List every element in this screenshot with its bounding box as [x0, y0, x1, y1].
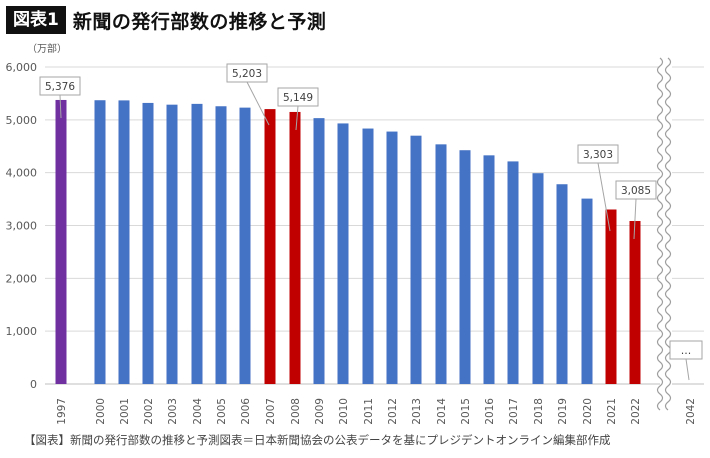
bar-2016: [483, 155, 495, 384]
callout-leader: [59, 94, 62, 119]
callout-leader: [597, 162, 611, 232]
x-tick-label: 2020: [582, 398, 594, 425]
y-axis-unit-label: （万部）: [27, 42, 67, 55]
bar-2007: [264, 109, 276, 385]
callout-leader: [246, 81, 270, 126]
y-tick-label: 3,000: [6, 220, 38, 233]
callout-leader: [295, 105, 299, 131]
data-label: …: [681, 345, 692, 357]
figure-badge: 図表1: [6, 6, 66, 34]
y-tick-label: 0: [30, 378, 37, 391]
bar-2010: [337, 123, 349, 385]
bar-2020: [581, 198, 593, 384]
x-tick-label: 2008: [290, 398, 302, 425]
x-tick-label: 2013: [411, 398, 423, 425]
x-tick-label: 2012: [387, 398, 399, 425]
data-label: 5,376: [45, 81, 75, 93]
x-tick-label: 2001: [119, 398, 131, 425]
x-tick-label: 2014: [436, 398, 448, 425]
bar-2002: [142, 102, 154, 384]
x-tick-label: 2002: [143, 398, 155, 425]
x-tick-label: 2000: [95, 398, 107, 425]
x-tick-label: 2006: [240, 398, 252, 425]
data-label: 3,085: [621, 185, 651, 197]
y-tick-label: 4,000: [6, 167, 38, 180]
callout-box: [615, 180, 657, 200]
x-tick-label: 2015: [460, 398, 472, 425]
callout-box: [577, 144, 619, 164]
bar-2022: [629, 221, 641, 384]
x-tick-label: 2017: [508, 398, 520, 425]
bar-2011: [362, 128, 374, 384]
bar-2019: [556, 184, 568, 384]
bar-2009: [313, 118, 325, 384]
callout-box: [39, 76, 81, 96]
data-label: 5,203: [232, 68, 262, 80]
bar-2005: [215, 106, 227, 385]
bar-2006: [239, 107, 251, 384]
data-label: 3,303: [583, 149, 613, 161]
x-tick-label: 2003: [167, 398, 179, 425]
bar-2017: [507, 161, 519, 384]
bar-2013: [410, 135, 422, 384]
bar-2021: [605, 209, 617, 384]
x-tick-label: 2010: [338, 398, 350, 425]
bar-1997: [55, 99, 67, 384]
bar-2003: [166, 104, 178, 384]
x-tick-label: 2004: [192, 398, 204, 425]
y-tick-label: 6,000: [6, 61, 38, 74]
callout-leader: [633, 198, 637, 240]
x-tick-label: 2011: [363, 398, 375, 425]
x-tick-label: 2009: [314, 398, 326, 425]
x-tick-label: 2019: [557, 398, 569, 425]
x-tick-label: 2022: [630, 398, 642, 425]
bar-2000: [94, 100, 106, 384]
bar-2014: [435, 144, 447, 384]
callout-box: [669, 340, 703, 360]
bar-2008: [289, 111, 301, 384]
x-tick-label: 2005: [216, 398, 228, 425]
source-note: 【図表】新聞の発行部数の推移と予測図表＝日本新聞協会の公表データを基にプレジデン…: [24, 433, 611, 447]
y-tick-label: 5,000: [6, 114, 38, 127]
x-tick-label: 2042: [685, 398, 697, 425]
chart-header: 図表1 新聞の発行部数の推移と予測: [6, 5, 326, 35]
x-tick-label: 2007: [265, 398, 277, 425]
data-label: 5,149: [283, 92, 313, 104]
callout-box: [226, 63, 268, 83]
x-tick-label: 2021: [606, 398, 618, 425]
bar-2015: [459, 150, 471, 384]
x-tick-label: 2018: [533, 398, 545, 425]
bar-2004: [191, 103, 203, 384]
callout-leader: [685, 358, 690, 381]
x-tick-label: 2016: [484, 398, 496, 425]
bar-2018: [532, 173, 544, 384]
x-tick-label: 1997: [56, 398, 68, 425]
chart-title: 新聞の発行部数の推移と予測: [72, 10, 327, 33]
bar-2012: [386, 131, 398, 384]
y-tick-label: 2,000: [6, 272, 38, 285]
axis-break-line: [656, 57, 664, 411]
callout-box: [277, 87, 319, 107]
bar-2001: [118, 100, 130, 385]
y-tick-label: 1,000: [6, 325, 38, 338]
